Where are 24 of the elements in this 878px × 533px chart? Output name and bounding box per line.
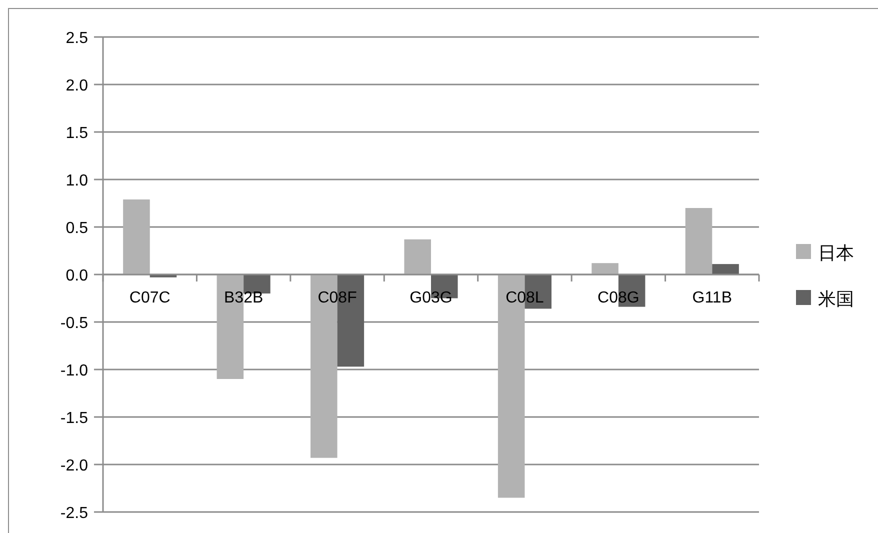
- y-tick-label: 0.0: [66, 268, 88, 284]
- legend-label: 日本: [818, 243, 854, 263]
- bar: [685, 208, 712, 274]
- legend-label: 米国: [818, 289, 854, 309]
- bar: [404, 239, 431, 274]
- y-tick-label: -1.0: [60, 362, 88, 380]
- y-tick-label: 1.5: [66, 125, 88, 142]
- bar: [592, 263, 618, 274]
- y-tick-label: -2.5: [60, 505, 88, 522]
- y-tick-label: 2.0: [66, 78, 88, 94]
- bar: [123, 199, 150, 274]
- x-tick-label: C07C: [129, 290, 170, 306]
- y-tick-label: 1.0: [66, 172, 88, 190]
- y-tick-label: 2.5: [66, 30, 88, 47]
- x-tick-label: C08L: [506, 290, 544, 306]
- y-tick-label: -1.5: [60, 410, 88, 427]
- y-tick-label: -2.0: [60, 458, 88, 474]
- x-tick-label: G03G: [410, 290, 452, 306]
- bar: [712, 264, 739, 274]
- y-tick-label: -0.5: [60, 315, 88, 332]
- y-tick-label: 0.5: [66, 220, 88, 237]
- x-tick-label: B32B: [224, 290, 264, 306]
- x-tick-label: G11B: [692, 290, 732, 306]
- x-tick-label: C08F: [318, 290, 358, 306]
